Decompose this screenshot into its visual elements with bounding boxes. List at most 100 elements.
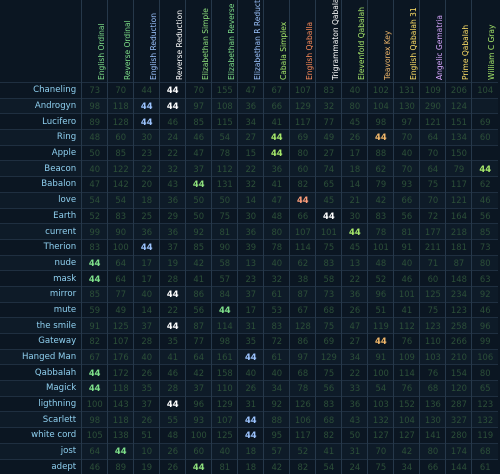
- cipher-header[interactable]: Reverse Reduction: [160, 0, 186, 83]
- row-phrase[interactable]: Ring: [0, 130, 82, 146]
- row-phrase[interactable]: love: [0, 192, 82, 208]
- row-phrase[interactable]: Hanged Man: [0, 349, 82, 365]
- cipher-header[interactable]: English Qaballa: [290, 0, 316, 83]
- value-cell: 24: [342, 459, 368, 474]
- row-phrase[interactable]: Chaneling: [0, 83, 82, 99]
- cipher-header[interactable]: Teavorex Key: [368, 0, 394, 83]
- value-cell: 154: [446, 365, 472, 381]
- cipher-header-label: Reverse Ordinal: [123, 4, 132, 80]
- cipher-header[interactable]: English Reduction: [134, 0, 160, 83]
- value-cell: 26: [238, 381, 264, 397]
- value-cell: 50: [342, 428, 368, 444]
- row-phrase[interactable]: current: [0, 224, 82, 240]
- value-cell: 87: [186, 318, 212, 334]
- value-cell: 42: [394, 443, 420, 459]
- value-cell: 36: [160, 192, 186, 208]
- value-cell: 53: [264, 302, 290, 318]
- value-cell: 35: [160, 334, 186, 350]
- row-phrase[interactable]: adept: [0, 459, 82, 474]
- value-cell: 47: [186, 145, 212, 161]
- cipher-header[interactable]: William C Gray: [472, 0, 498, 83]
- row-phrase[interactable]: jost: [0, 443, 82, 459]
- cipher-header[interactable]: Elevenfold Qabalah: [342, 0, 368, 83]
- value-cell: 78: [264, 239, 290, 255]
- matched-value-cell: 44: [238, 349, 264, 365]
- cipher-header[interactable]: Prime Qabalah: [446, 0, 472, 83]
- cipher-header[interactable]: Reverse Ordinal: [108, 0, 134, 83]
- row-phrase[interactable]: Babalon: [0, 177, 82, 193]
- value-cell: 72: [264, 334, 290, 350]
- value-cell: 37: [186, 381, 212, 397]
- value-cell: 68: [290, 365, 316, 381]
- value-cell: 18: [238, 443, 264, 459]
- value-cell: 54: [108, 192, 134, 208]
- value-cell: 10: [134, 443, 160, 459]
- value-cell: 122: [108, 161, 134, 177]
- row-phrase[interactable]: Magick: [0, 381, 82, 397]
- row-phrase[interactable]: white cord: [0, 428, 82, 444]
- value-cell: 117: [290, 428, 316, 444]
- row-phrase[interactable]: Qabbalah: [0, 365, 82, 381]
- value-cell: 30: [134, 130, 160, 146]
- value-cell: 83: [368, 208, 394, 224]
- value-cell: 41: [264, 177, 290, 193]
- value-cell: 45: [342, 114, 368, 130]
- value-cell: 32: [160, 161, 186, 177]
- value-cell: 36: [238, 224, 264, 240]
- cipher-header[interactable]: Elizabethan Reverse: [212, 0, 238, 83]
- row-phrase[interactable]: Therion: [0, 239, 82, 255]
- value-cell: 56: [316, 381, 342, 397]
- value-cell: 91: [368, 349, 394, 365]
- row-phrase[interactable]: Androgyn: [0, 98, 82, 114]
- matched-value-cell: 44: [212, 302, 238, 318]
- value-cell: 127: [394, 428, 420, 444]
- value-cell: 36: [160, 224, 186, 240]
- value-cell: 91: [82, 318, 108, 334]
- value-cell: 73: [316, 286, 342, 302]
- row-phrase[interactable]: ligthning: [0, 396, 82, 412]
- value-cell: 45: [342, 239, 368, 255]
- value-cell: 75: [420, 302, 446, 318]
- value-cell: 96: [186, 396, 212, 412]
- cipher-header[interactable]: Trigrammaton Qabala: [316, 0, 342, 83]
- value-cell: 106: [290, 412, 316, 428]
- cipher-header[interactable]: English Qabalah 31: [394, 0, 420, 83]
- row-phrase[interactable]: mask: [0, 271, 82, 287]
- row-phrase[interactable]: Lucifero: [0, 114, 82, 130]
- value-cell: 60: [108, 130, 134, 146]
- value-cell: 55: [160, 412, 186, 428]
- value-cell: 117: [446, 177, 472, 193]
- row-phrase[interactable]: Apple: [0, 145, 82, 161]
- row-phrase[interactable]: Earth: [0, 208, 82, 224]
- row-phrase[interactable]: the smile: [0, 318, 82, 334]
- value-cell: 50: [186, 192, 212, 208]
- cipher-header-label: English Qaballa: [305, 4, 314, 80]
- cipher-header[interactable]: Elizabethan Simple: [186, 0, 212, 83]
- value-cell: 34: [264, 381, 290, 397]
- cipher-header[interactable]: English Ordinal: [82, 0, 108, 83]
- value-cell: 13: [342, 255, 368, 271]
- value-cell: 155: [212, 83, 238, 99]
- value-cell: 83: [264, 318, 290, 334]
- row-phrase[interactable]: Gateway: [0, 334, 82, 350]
- cipher-header[interactable]: Cabala Simplex: [264, 0, 290, 83]
- matched-value-cell: 44: [134, 239, 160, 255]
- row-phrase[interactable]: nude: [0, 255, 82, 271]
- row-phrase[interactable]: Scarlett: [0, 412, 82, 428]
- row-phrase[interactable]: mirror: [0, 286, 82, 302]
- value-cell: 30: [342, 208, 368, 224]
- value-cell: 24: [160, 130, 186, 146]
- value-cell: 47: [342, 318, 368, 334]
- value-cell: 26: [342, 130, 368, 146]
- row-phrase[interactable]: mute: [0, 302, 82, 318]
- cipher-header[interactable]: Angelic Gematria: [420, 0, 446, 83]
- cipher-header[interactable]: Elizabethan R Reducti: [238, 0, 264, 83]
- value-cell: 138: [108, 428, 134, 444]
- row-phrase[interactable]: Beacon: [0, 161, 82, 177]
- value-cell: 80: [264, 224, 290, 240]
